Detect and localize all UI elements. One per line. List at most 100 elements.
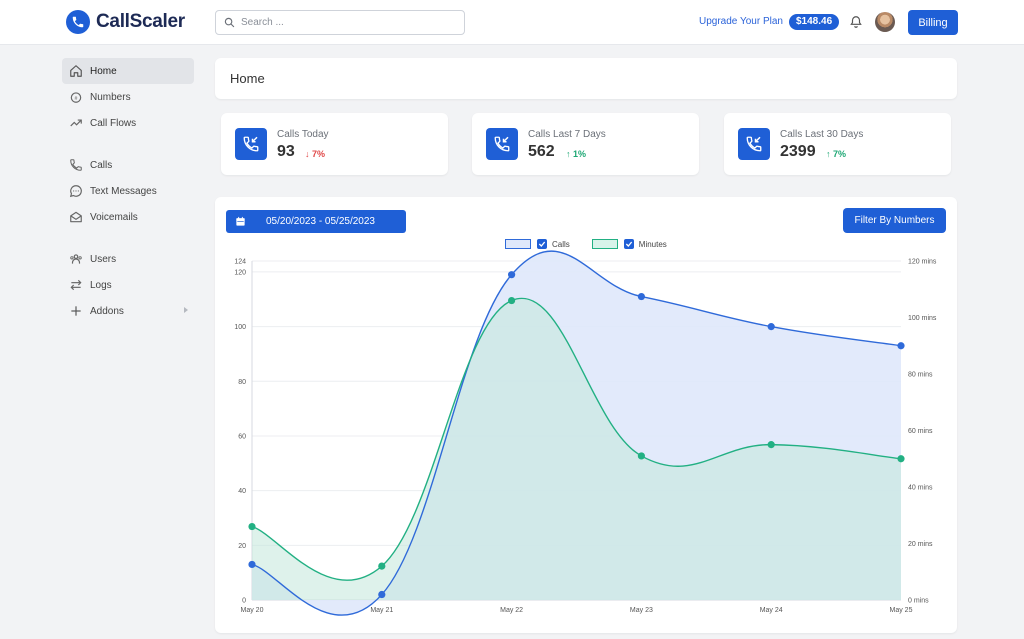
legend-swatch xyxy=(505,239,531,249)
upgrade-plan-link[interactable]: Upgrade Your Plan xyxy=(699,16,783,27)
stat-value: 562 xyxy=(528,143,555,160)
y-left-tick-label: 40 xyxy=(238,488,246,495)
legend-swatch xyxy=(591,239,618,249)
balance-badge[interactable]: $148.46 xyxy=(789,14,840,30)
caret-right-icon xyxy=(184,307,188,313)
sidebar-item-text-messages[interactable]: Text Messages xyxy=(62,178,194,204)
legend-label: Calls xyxy=(552,239,570,249)
arrow-up-icon: ↑ xyxy=(826,149,831,159)
legend-item-calls[interactable]: Calls xyxy=(505,239,570,249)
y-right-tick-label: 100 mins xyxy=(908,315,937,322)
incoming-call-icon xyxy=(486,128,518,160)
chat-icon xyxy=(68,183,84,199)
avatar[interactable] xyxy=(875,12,895,32)
phone-icon xyxy=(68,157,84,173)
sidebar-item-logs[interactable]: Logs xyxy=(62,272,194,298)
x-tick-label: May 22 xyxy=(500,607,523,614)
envelope-icon xyxy=(68,209,84,225)
legend-item-minutes[interactable]: Minutes xyxy=(591,239,667,249)
bell-icon[interactable] xyxy=(849,14,863,30)
swap-icon xyxy=(68,277,84,293)
y-right-tick-label: 60 mins xyxy=(908,428,933,435)
stat-trend: ↓ 7% xyxy=(305,149,325,159)
numbers-icon: # xyxy=(68,89,84,105)
calls-minutes-chart: 0 20 40 60 80 100 120 124 0 mins 20 mins 40 mins 60… xyxy=(234,250,937,616)
data-point-calls xyxy=(508,271,516,279)
checkbox-checked-icon[interactable] xyxy=(623,239,634,249)
x-tick-label: May 21 xyxy=(370,607,393,614)
data-point-calls xyxy=(248,560,256,569)
chart-card: 0 20 40 60 80 100 120 124 0 mins 20 mins 40 mins 60… xyxy=(215,197,957,633)
legend-label: Minutes xyxy=(638,239,667,249)
stat-trend-value: 1% xyxy=(573,149,587,159)
y-left-tick-label: 60 xyxy=(238,433,246,440)
top-header: CallScaler Upgrade Your Plan $148.46 Bil… xyxy=(0,0,1024,45)
page-title: Home xyxy=(230,71,265,86)
sidebar-item-label: Call Flows xyxy=(90,117,137,129)
data-point-minutes xyxy=(508,296,516,305)
stat-card-calls-30-days: Calls Last 30 Days 2399 ↑ 7% xyxy=(724,113,951,175)
y-right-tick-label: 40 mins xyxy=(908,485,933,492)
sidebar-item-numbers[interactable]: # Numbers xyxy=(62,84,194,110)
sidebar-item-calls[interactable]: Calls xyxy=(62,152,194,178)
date-range-text: 05/20/2023 - 05/25/2023 xyxy=(266,216,375,227)
stat-value: 2399 xyxy=(780,143,816,160)
stat-trend: ↑ 7% xyxy=(826,149,846,159)
users-icon xyxy=(68,251,84,267)
data-point-calls xyxy=(637,292,645,301)
app-logo[interactable]: CallScaler xyxy=(66,10,185,34)
y-right-tick-label: 120 mins xyxy=(908,259,937,266)
stat-label: Calls Today xyxy=(277,129,329,140)
arrow-down-icon: ↓ xyxy=(305,149,310,159)
sidebar: Home # Numbers Call Flows Calls Text Mes… xyxy=(62,58,194,324)
data-point-minutes xyxy=(248,522,256,531)
sidebar-item-label: Calls xyxy=(90,159,113,171)
search-icon xyxy=(224,17,235,28)
data-point-calls xyxy=(767,323,775,331)
stat-trend: ↑ 1% xyxy=(566,149,586,159)
date-range-picker[interactable]: 05/20/2023 - 05/25/2023 xyxy=(226,210,406,233)
y-left-tick-label: 20 xyxy=(238,543,246,550)
incoming-call-icon xyxy=(738,128,770,160)
svg-text:#: # xyxy=(75,96,78,102)
x-tick-label: May 23 xyxy=(630,607,653,614)
data-point-minutes xyxy=(767,441,775,449)
y-left-tick-label: 120 xyxy=(234,269,246,276)
stat-label: Calls Last 7 Days xyxy=(528,129,606,140)
filter-by-numbers-button[interactable]: Filter By Numbers xyxy=(843,208,946,233)
stat-card-calls-today: Calls Today 93 ↓ 7% xyxy=(221,113,448,175)
sidebar-item-label: Text Messages xyxy=(90,185,157,197)
sidebar-item-label: Numbers xyxy=(90,91,131,103)
billing-button[interactable]: Billing xyxy=(908,10,958,35)
sidebar-item-voicemails[interactable]: Voicemails xyxy=(62,204,194,230)
series-area-minutes xyxy=(252,298,901,600)
plus-icon xyxy=(68,303,84,319)
y-left-tick-label: 100 xyxy=(234,324,246,331)
calendar-icon xyxy=(236,216,245,226)
data-point-calls xyxy=(378,590,386,599)
data-point-minutes xyxy=(378,562,386,570)
checkbox-checked-icon[interactable] xyxy=(537,239,547,249)
sidebar-item-users[interactable]: Users xyxy=(62,246,194,272)
search-box[interactable] xyxy=(215,10,465,35)
incoming-call-icon xyxy=(235,128,267,160)
x-tick-label: May 20 xyxy=(241,607,264,614)
y-left-tick-label: 124 xyxy=(234,259,246,266)
x-tick-label: May 24 xyxy=(760,607,783,614)
sidebar-item-label: Logs xyxy=(90,279,112,291)
sidebar-item-call-flows[interactable]: Call Flows xyxy=(62,110,194,136)
sidebar-item-addons[interactable]: Addons xyxy=(62,298,194,324)
sidebar-item-label: Users xyxy=(90,253,117,265)
sidebar-item-label: Voicemails xyxy=(90,211,138,223)
stat-trend-value: 7% xyxy=(833,149,847,159)
y-right-tick-label: 0 mins xyxy=(908,598,929,605)
sidebar-item-home[interactable]: Home xyxy=(62,58,194,84)
stat-card-calls-7-days: Calls Last 7 Days 562 ↑ 1% xyxy=(472,113,699,175)
app-name: CallScaler xyxy=(96,11,185,32)
trend-icon xyxy=(68,115,84,131)
y-left-tick-label: 0 xyxy=(242,598,246,605)
y-left-tick-label: 80 xyxy=(238,379,246,386)
search-input[interactable] xyxy=(241,17,441,28)
stat-value: 93 xyxy=(277,143,295,160)
y-right-tick-label: 20 mins xyxy=(908,541,933,548)
